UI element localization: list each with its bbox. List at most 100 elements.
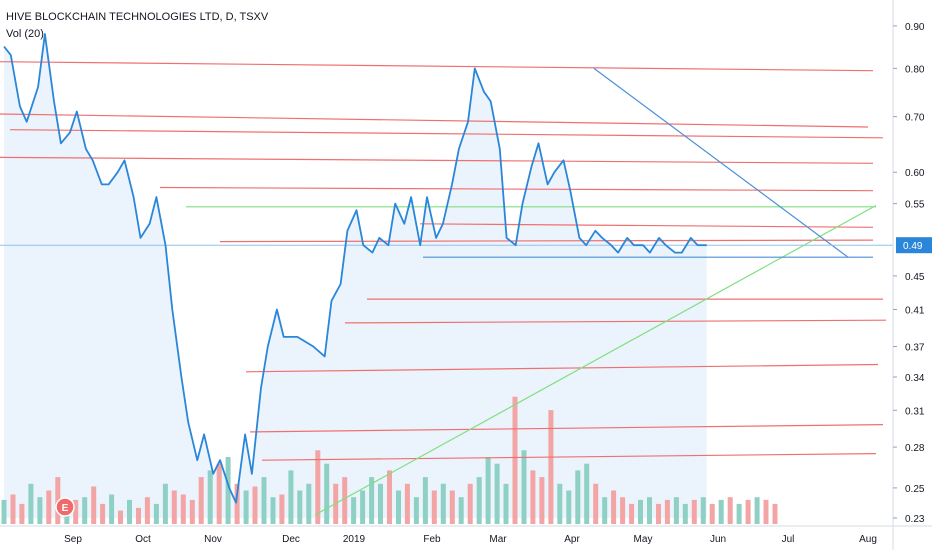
resistance-line (344, 319, 887, 324)
volume-bar (342, 477, 348, 524)
price-line (3, 33, 707, 504)
volume-bar (485, 457, 491, 524)
volume-bar (10, 494, 16, 524)
volume-bar (602, 497, 608, 524)
volume-bar (252, 486, 258, 524)
volume-bar (118, 510, 123, 524)
volume-bar (458, 497, 464, 524)
volume-bar (413, 497, 419, 524)
volume-bar (656, 503, 661, 524)
volume-bar (351, 497, 357, 524)
volume-bar (37, 497, 43, 524)
volume-bar (270, 497, 276, 524)
volume-bar (162, 483, 168, 524)
volume-bar (772, 503, 778, 524)
x-tick-label: Jul (782, 534, 795, 545)
volume-bar (315, 450, 321, 524)
volume-bar (1, 499, 7, 524)
volume-bar (279, 494, 285, 524)
volume-bar (109, 494, 115, 524)
volume-bar (521, 450, 527, 524)
current-price-badge (896, 237, 932, 254)
x-tick-label: Apr (564, 534, 580, 545)
volume-bar (19, 503, 25, 524)
volume-bar (396, 490, 401, 524)
volume-bar (449, 490, 455, 524)
volume-bar (557, 483, 563, 524)
volume-bar (575, 470, 581, 524)
volume-bar (216, 463, 222, 524)
volume-bar (288, 470, 294, 524)
volume-bar (171, 490, 177, 524)
y-tick-label: 0.25 (905, 484, 925, 495)
volume-bar (46, 490, 52, 524)
resistance-line (0, 156, 874, 164)
volume-bar (207, 470, 213, 524)
volume-bar (539, 477, 545, 524)
volume-bar (700, 497, 706, 524)
volume-bar (100, 503, 106, 524)
volume-bar (638, 499, 643, 524)
volume-bar (261, 477, 267, 524)
earnings-marker (55, 497, 75, 517)
volume-bar (243, 490, 249, 524)
volume-bar (736, 503, 742, 524)
x-tick-label: Nov (204, 534, 222, 545)
x-tick-label: 2019 (343, 534, 366, 545)
volume-bar (387, 470, 392, 524)
volume-bar (620, 497, 626, 524)
y-tick-label: 0.41 (905, 306, 925, 317)
y-tick-label: 0.34 (905, 373, 925, 384)
volume-bar (91, 486, 97, 524)
volume-bar (584, 463, 590, 524)
x-tick-label: Aug (859, 534, 877, 545)
volume-bar (763, 499, 769, 524)
price-area-fill (4, 34, 707, 518)
y-tick-label: 0.31 (905, 406, 925, 417)
volume-bar (369, 477, 375, 524)
volume-bar (476, 477, 482, 524)
descending-trend-line (593, 67, 849, 258)
volume-bar (530, 470, 536, 524)
volume-bar (494, 463, 500, 524)
resistance-line (249, 424, 884, 433)
y-tick-label: 0.37 (905, 343, 925, 354)
volume-indicator-label: Vol (20) (6, 28, 44, 40)
volume-bar (297, 490, 303, 524)
volume-bar (180, 494, 186, 524)
resistance-line (419, 223, 874, 228)
volume-bar (673, 497, 679, 524)
x-tick-label: Mar (489, 534, 507, 545)
resistance-line (245, 363, 879, 373)
volume-bar (647, 497, 652, 524)
chart-title: HIVE BLOCKCHAIN TECHNOLOGIES LTD, D, TSX… (6, 11, 269, 23)
volume-bar (548, 410, 554, 524)
volume-bar (28, 483, 34, 524)
volume-bar (234, 483, 240, 524)
x-tick-label: Feb (423, 534, 441, 545)
y-tick-label: 0.90 (905, 22, 925, 33)
y-tick-label: 0.70 (905, 113, 925, 124)
volume-bar (225, 457, 231, 524)
volume-bar (440, 483, 446, 524)
x-tick-label: Oct (135, 534, 151, 545)
volume-bar (566, 490, 572, 524)
volume-bar (709, 503, 715, 524)
volume-bar (512, 396, 518, 524)
y-tick-label: 0.80 (905, 64, 925, 75)
resistance-line (9, 129, 884, 139)
volume-bar (324, 463, 330, 524)
volume-bar (404, 483, 410, 524)
volume-bar (691, 499, 697, 524)
y-tick-label: 0.55 (905, 200, 925, 211)
y-tick-label: 0.45 (905, 272, 925, 283)
resistance-line (0, 113, 869, 128)
volume-bar (745, 499, 751, 524)
volume-bar (136, 507, 141, 524)
volume-bar (422, 477, 428, 524)
resistance-line (219, 239, 874, 243)
volume-bar (629, 503, 635, 524)
volume-bar (431, 490, 437, 524)
x-tick-label: Jun (710, 534, 726, 545)
